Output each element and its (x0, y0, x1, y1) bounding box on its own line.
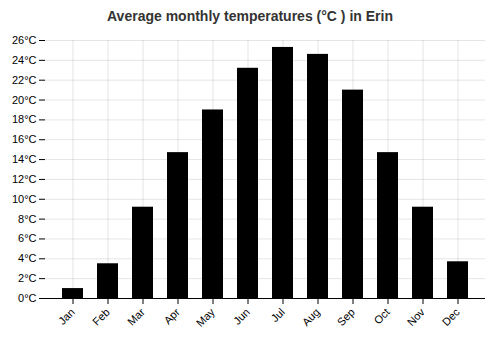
svg-text:4°C: 4°C (18, 252, 37, 264)
svg-text:Jun: Jun (231, 306, 252, 327)
svg-text:0°C: 0°C (18, 292, 37, 304)
svg-text:16°C: 16°C (12, 133, 37, 145)
svg-text:14°C: 14°C (12, 153, 37, 165)
svg-text:Feb: Feb (90, 306, 112, 328)
svg-text:20°C: 20°C (12, 94, 37, 106)
svg-text:6°C: 6°C (18, 232, 37, 244)
svg-text:Apr: Apr (161, 306, 182, 327)
svg-text:Nov: Nov (405, 305, 428, 328)
svg-text:8°C: 8°C (18, 213, 37, 225)
svg-text:Dec: Dec (440, 305, 463, 328)
svg-text:24°C: 24°C (12, 54, 37, 66)
svg-text:May: May (194, 305, 218, 329)
svg-text:Jan: Jan (56, 306, 77, 327)
svg-text:Oct: Oct (371, 306, 392, 327)
svg-text:10°C: 10°C (12, 193, 37, 205)
svg-text:18°C: 18°C (12, 113, 37, 125)
svg-text:Jul: Jul (268, 306, 286, 324)
svg-text:Mar: Mar (125, 306, 147, 328)
html-text:Average monthly temperatures (: Average monthly temperatures (°C ) in Er… (107, 8, 393, 24)
svg-text:Aug: Aug (300, 306, 322, 328)
svg-text:2°C: 2°C (18, 272, 37, 284)
svg-text:22°C: 22°C (12, 74, 37, 86)
svg-text:26°C: 26°C (12, 34, 37, 46)
svg-text:Sep: Sep (335, 306, 357, 328)
svg-text:12°C: 12°C (12, 173, 37, 185)
